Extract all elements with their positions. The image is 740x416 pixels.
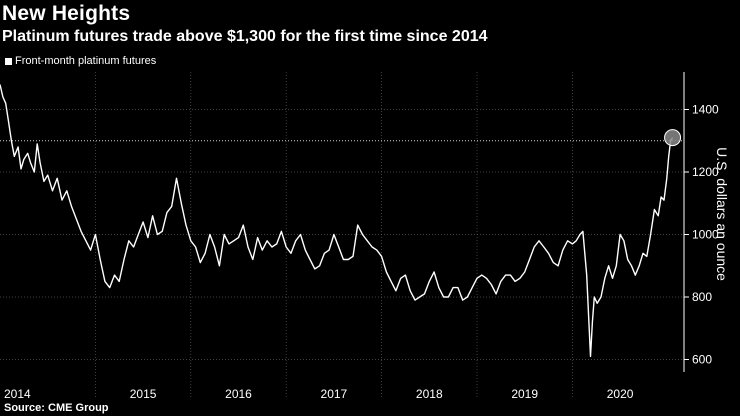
x-tick-label: 2020: [607, 387, 634, 401]
y-tick-label: 1400: [692, 103, 719, 117]
x-tick-label: 2015: [130, 387, 157, 401]
chart-subtitle: Platinum futures trade above $1,300 for …: [2, 28, 488, 45]
x-tick-label: 2016: [225, 387, 252, 401]
axis-layer: [683, 72, 689, 372]
legend-swatch: [5, 57, 12, 65]
x-tick-label: 2019: [511, 387, 538, 401]
y-tick-label: 800: [692, 290, 712, 304]
chart-title: New Heights: [2, 2, 131, 25]
highlight-marker: [664, 129, 682, 147]
y-tick-label: 1000: [692, 228, 719, 242]
legend-label: Front-month platinum futures: [15, 55, 157, 67]
y-axis-label: U.S. dollars an ounce: [714, 147, 730, 281]
label-layer: 600 800 1000 1200 1400 2014 2015 2016 2017 2018 20…: [4, 103, 730, 402]
line-layer: [0, 84, 682, 358]
x-tick-label: 2018: [416, 387, 443, 401]
grid-layer: [0, 72, 684, 398]
series-line-platinum: [0, 84, 674, 358]
source-note: Source: CME Group: [4, 402, 109, 414]
y-tick-label: 600: [692, 353, 712, 367]
x-tick-label: 2014: [4, 387, 31, 401]
x-tick-label: 2017: [321, 387, 348, 401]
legend: Front-month platinum futures: [5, 55, 156, 67]
y-tick-label: 1200: [692, 165, 719, 179]
